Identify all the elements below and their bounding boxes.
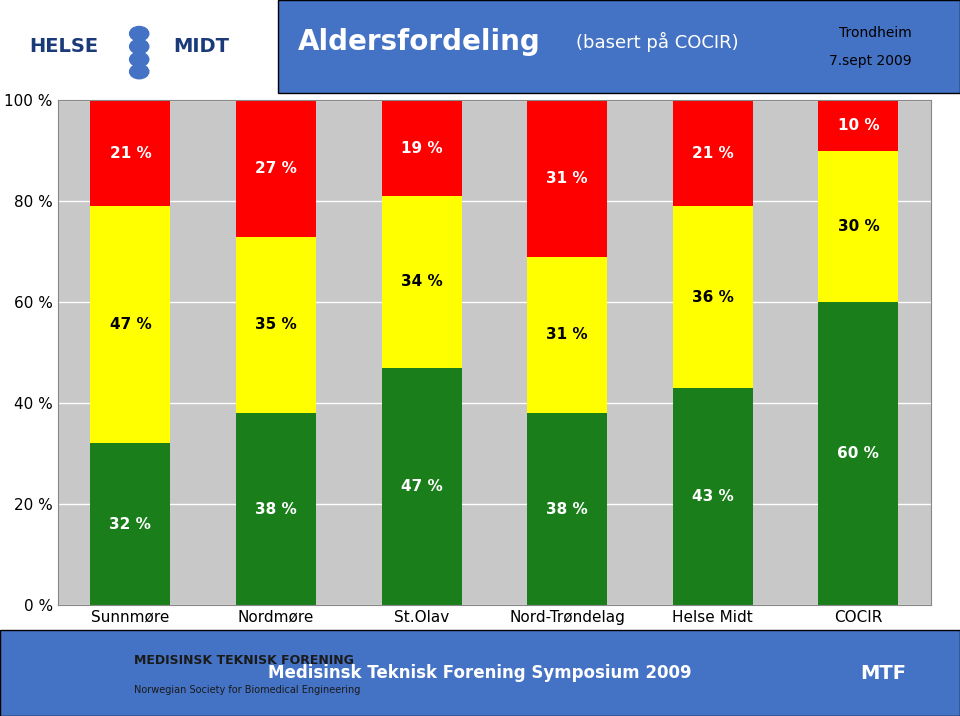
- Bar: [818, 302, 899, 605]
- Bar: [527, 257, 608, 413]
- Bar: [381, 196, 462, 368]
- Text: 19 %: 19 %: [400, 141, 443, 155]
- Bar: [90, 443, 171, 605]
- Text: 38 %: 38 %: [546, 502, 588, 517]
- Text: 21 %: 21 %: [109, 146, 152, 160]
- Title: Aldersfordeling MTU-park basert
på akk.anskaffelseskostnad pr sykehus
pr 31.12.2: Aldersfordeling MTU-park basert på akk.a…: [296, 19, 693, 87]
- Text: Trondheim: Trondheim: [839, 26, 912, 39]
- Bar: [381, 100, 462, 196]
- Bar: [527, 100, 608, 257]
- Text: 7.sept 2009: 7.sept 2009: [829, 54, 912, 67]
- Text: 21 %: 21 %: [692, 146, 733, 160]
- Text: 10 %: 10 %: [837, 118, 879, 133]
- Bar: [90, 100, 171, 206]
- Bar: [381, 368, 462, 605]
- Text: 43 %: 43 %: [692, 489, 733, 504]
- Text: 36 %: 36 %: [692, 289, 733, 304]
- Text: Medisinsk Teknisk Forening Symposium 2009: Medisinsk Teknisk Forening Symposium 200…: [268, 664, 692, 682]
- Text: (basert på COCIR): (basert på COCIR): [576, 32, 738, 52]
- Bar: [527, 413, 608, 605]
- Bar: [90, 206, 171, 443]
- Text: 60 %: 60 %: [837, 446, 879, 461]
- Bar: [818, 100, 899, 151]
- Text: 30 %: 30 %: [837, 219, 879, 234]
- Text: 34 %: 34 %: [400, 274, 443, 289]
- Text: 31 %: 31 %: [546, 327, 588, 342]
- Bar: [673, 388, 753, 605]
- Text: 38 %: 38 %: [255, 502, 297, 517]
- Text: MEDISINSK TEKNISK FORENING: MEDISINSK TEKNISK FORENING: [134, 654, 354, 667]
- Text: Aldersfordeling: Aldersfordeling: [298, 28, 540, 56]
- Bar: [673, 100, 753, 206]
- Bar: [236, 100, 316, 236]
- Bar: [236, 413, 316, 605]
- Legend: > 10 år:, 5-10 år:, 0 - 5 år:: > 10 år:, 5-10 år:, 0 - 5 år:: [828, 0, 924, 33]
- Bar: [673, 206, 753, 388]
- Text: HELSE: HELSE: [29, 37, 98, 56]
- Bar: [236, 236, 316, 413]
- Text: 32 %: 32 %: [109, 517, 152, 532]
- Text: 35 %: 35 %: [255, 317, 297, 332]
- Text: 27 %: 27 %: [255, 161, 297, 176]
- Text: 47 %: 47 %: [400, 479, 443, 494]
- Text: 31 %: 31 %: [546, 171, 588, 186]
- Text: MIDT: MIDT: [173, 37, 228, 56]
- Text: MTF: MTF: [860, 664, 906, 682]
- Bar: [818, 150, 899, 302]
- Text: 47 %: 47 %: [109, 317, 152, 332]
- Text: Norwegian Society for Biomedical Engineering: Norwegian Society for Biomedical Enginee…: [134, 685, 361, 695]
